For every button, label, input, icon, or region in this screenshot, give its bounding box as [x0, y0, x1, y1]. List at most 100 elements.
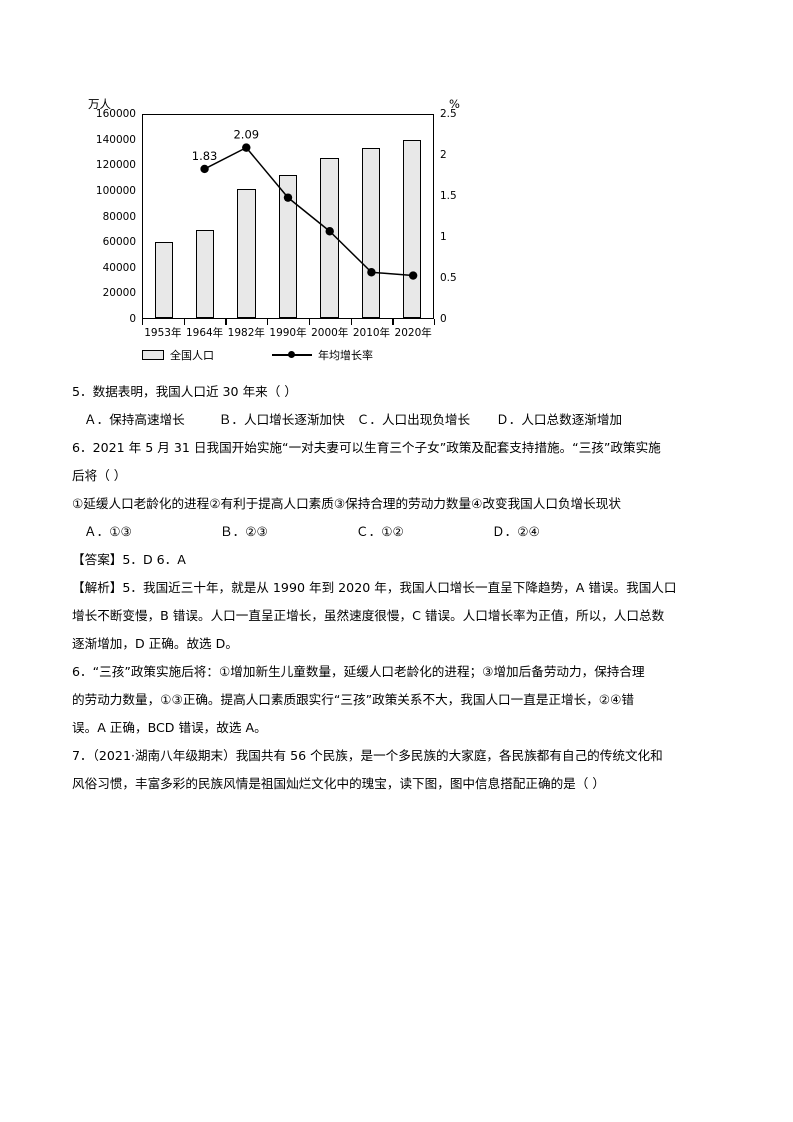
x-tick-0: [142, 319, 144, 325]
y-tick-right-0: 0: [440, 313, 447, 325]
line-marker-1964年: [200, 164, 209, 174]
question-6-stem-line-2: 后将（ ）: [72, 468, 127, 483]
x-label-1990年: 1990年: [269, 327, 307, 339]
bar-cell-1982年: [226, 115, 267, 318]
point-label-1964年: 1.83: [192, 149, 218, 163]
x-label-2000年: 2000年: [311, 327, 349, 339]
analysis-q6-line-1: 6．“三孩”政策实施后将：①增加新生儿童数量，延缓人口老龄化的进程；③增加后备劳…: [72, 664, 645, 679]
bar-series-全国人口: [143, 115, 433, 318]
bar-1964年: [196, 229, 215, 318]
chart-legend: 全国人口 年均增长率: [142, 347, 482, 363]
point-label-1982年: 2.09: [233, 128, 259, 142]
population-chart-figure: 万人 % 160000 140000 120000 100000 80000 60000 4…: [78, 96, 498, 366]
bar-cell-1964年: [184, 115, 225, 318]
question-body: 5．数据表明，我国人口近 30 年来（ ） Ａ．保持高速增长 Ｂ．人口增长逐渐加…: [72, 378, 724, 798]
y-tick-left-40000: 40000: [102, 261, 136, 274]
line-marker-1982年: [242, 143, 251, 152]
line-marker-2010年: [367, 268, 376, 277]
x-label-1964年: 1964年: [185, 327, 224, 339]
bar-1982年: [237, 188, 256, 318]
bar-cell-2000年: [309, 115, 350, 318]
option-5-D[interactable]: Ｄ．人口总数逐渐增加: [496, 412, 623, 427]
option-5-A[interactable]: Ａ．保持高速增长: [84, 412, 185, 427]
y-tick-right-1: 1: [440, 231, 447, 243]
x-label-1982年: 1982年: [227, 327, 265, 339]
question-6-options: Ａ．①③ Ｂ．②③ Ｃ．①② Ｄ．②④: [72, 518, 724, 546]
question-6-stem-line-1: 6．2021 年 5 月 31 日我国开始实施“一对夫妻可以生育三个子女”政策及…: [72, 440, 661, 455]
answer-line: 【答案】5．D 6．A: [72, 546, 724, 574]
legend-label-growth-rate: 年均增长率: [318, 349, 373, 362]
option-5-C[interactable]: Ｃ．人口出现负增长: [356, 412, 471, 427]
option-6-D[interactable]: Ｄ．②④: [492, 524, 540, 539]
x-axis-tickmarks: [142, 319, 436, 325]
analysis-q6-line-2: 的劳动力数量，①③正确。提高人口素质跟实行“三孩”政策关系不大，我国人口一直是正…: [72, 692, 634, 707]
answer-label: 【答案】: [72, 552, 123, 567]
legend-item-line: 年均增长率: [272, 347, 373, 363]
y-tick-left-60000: 60000: [102, 236, 136, 249]
option-6-B[interactable]: Ｂ．②③: [220, 524, 268, 539]
question-5-stem: 5．数据表明，我国人口近 30 年来（ ）: [72, 384, 297, 399]
analysis-q5-line-3: 逐渐增加，D 正确。故选 D。: [72, 636, 238, 651]
analysis-label: 【解析】: [72, 580, 123, 595]
x-tick-2: [225, 319, 227, 325]
line-segment-0: [204, 146, 247, 170]
x-tick-3: [267, 319, 269, 325]
y-tick-left-20000: 20000: [102, 287, 136, 300]
option-6-A[interactable]: Ａ．①③: [84, 524, 132, 539]
y-tick-left-100000: 100000: [95, 184, 136, 197]
legend-item-bar: 全国人口: [142, 347, 214, 363]
bar-1990年: [278, 174, 298, 318]
x-tick-5: [350, 319, 352, 325]
line-marker-2020年: [408, 271, 418, 280]
bar-cell-2010年: [350, 115, 391, 318]
x-label-2020年: 2020年: [394, 327, 432, 339]
x-tick-1: [183, 319, 185, 325]
analysis-line-1: 【解析】5．我国近三十年，就是从 1990 年到 2020 年，我国人口增长一直…: [72, 574, 724, 602]
x-label-1953年: 1953年: [144, 327, 182, 339]
bar-2000年: [320, 158, 339, 318]
bar-1953年: [154, 242, 173, 318]
line-marker-1990年: [283, 193, 293, 202]
question-5-options: Ａ．保持高速增长 Ｂ．人口增长逐渐加快 Ｃ．人口出现负增长 Ｄ．人口总数逐渐增加: [72, 406, 724, 434]
legend-label-population: 全国人口: [170, 349, 214, 362]
analysis-q5-line-2: 增长不断变慢，B 错误。人口一直呈正增长，虽然速度很慢，C 错误。人口增长率为正…: [72, 608, 665, 623]
legend-bar-swatch-icon: [142, 350, 164, 360]
option-6-C[interactable]: Ｃ．①②: [356, 524, 404, 539]
line-series-年均增长率: 1.83 2.09: [192, 128, 418, 280]
line-segment-2: [287, 197, 331, 232]
x-label-2010年: 2010年: [352, 327, 391, 339]
y-tick-left-0: 0: [129, 313, 136, 325]
x-axis-labels: 1953年 1964年 1982年 1990年 2000年 2010年 2020年: [142, 325, 434, 340]
y-tick-right-1.5: 1.5: [440, 190, 457, 202]
right-axis-unit-label: %: [449, 97, 460, 111]
y-tick-right-0.5: 0.5: [440, 272, 457, 284]
left-axis-unit-label: 万人: [88, 97, 111, 111]
line-segment-1: [245, 147, 289, 199]
option-5-B[interactable]: Ｂ．人口增长逐渐加快: [218, 412, 345, 427]
question-7-line-2: 风俗习惯，丰富多彩的民族风情是祖国灿烂文化中的瑰宝，读下图，图中信息搭配正确的是…: [72, 776, 605, 791]
question-7-line-1: 7．（2021·湖南八年级期末）我国共有 56 个民族，是一个多民族的大家庭，各…: [72, 748, 663, 763]
x-tick-4: [308, 319, 311, 325]
y-tick-left-120000: 120000: [95, 159, 136, 172]
analysis-q6-line-3: 误。A 正确，BCD 错误，故选 A。: [72, 720, 267, 735]
x-tick-6: [392, 319, 394, 325]
y-tick-right-2.5: 2.5: [440, 108, 457, 120]
y-tick-left-140000: 140000: [95, 133, 136, 146]
y-tick-right-2: 2: [440, 149, 447, 161]
legend-line-dot-icon: [272, 350, 312, 360]
line-segment-4: [371, 271, 414, 277]
line-segment-3: [329, 230, 372, 273]
bar-cell-1953年: [143, 115, 184, 318]
y-tick-left-160000: 160000: [95, 108, 136, 120]
answer-text: 5．D 6．A: [122, 552, 186, 567]
bar-cell-1990年: [267, 115, 308, 318]
line-marker-2000年: [325, 227, 334, 236]
analysis-q5-line-1: 5．我国近三十年，就是从 1990 年到 2020 年，我国人口增长一直呈下降趋…: [122, 580, 677, 595]
x-tick-7: [434, 319, 436, 325]
chart-area: 万人 % 160000 140000 120000 100000 80000 60000 4…: [78, 96, 498, 362]
bar-2010年: [361, 147, 380, 318]
y-tick-left-80000: 80000: [102, 210, 136, 223]
question-6-items: ①延缓人口老龄化的进程②有利于提高人口素质③保持合理的劳动力数量④改变我国人口负…: [72, 496, 621, 511]
plot-area: [142, 114, 434, 319]
